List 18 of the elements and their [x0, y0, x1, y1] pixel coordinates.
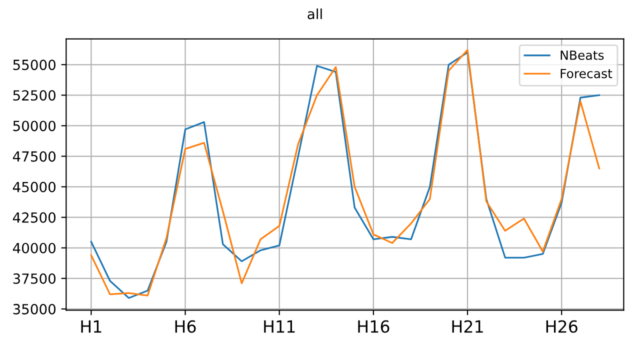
- y-tick-label: 55000: [13, 60, 56, 70]
- x-tick-label: H16: [358, 320, 390, 333]
- y-tick-label: 40000: [12, 242, 56, 254]
- y-tick-label: 47500: [12, 151, 56, 162]
- y-tick-label: 42500: [12, 212, 56, 223]
- x-tick-label: H11: [264, 320, 295, 333]
- x-tick-label: H21: [452, 320, 483, 333]
- x-tick-label: H6: [175, 320, 196, 333]
- y-tick-label: 52500: [13, 90, 56, 101]
- y-tick-label: 45000: [12, 182, 56, 192]
- x-tick-label: H1: [81, 320, 102, 333]
- x-tick-label: H26: [546, 320, 578, 333]
- y-tick-label: 37500: [13, 273, 56, 284]
- y-tick-label: 50000: [13, 120, 56, 132]
- y-tick-label: 35000: [13, 304, 56, 314]
- chart-title: all: [308, 8, 322, 20]
- legend-label: NBeats: [560, 50, 604, 60]
- legend-label: Forecast: [560, 68, 612, 78]
